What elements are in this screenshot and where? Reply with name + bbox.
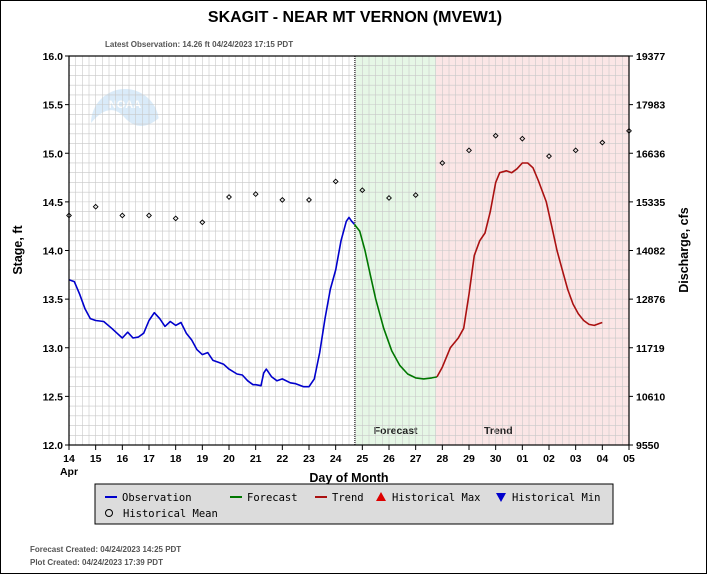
x-axis-label: Day of Month: [309, 471, 388, 485]
historical-mean-point: [572, 147, 579, 154]
y-tick-label: 15.0: [43, 148, 64, 160]
x-tick-label: 19: [196, 453, 208, 465]
x-tick-label: 18: [170, 453, 182, 465]
y-right-tick-label: 11719: [636, 343, 665, 355]
y-tick-label: 12.5: [43, 391, 64, 403]
historical-mean-point: [546, 153, 552, 160]
y-tick-label: 13.0: [43, 343, 64, 355]
y-tick-label: 14.5: [43, 197, 64, 209]
latest-observation-text: Latest Observation: 14.26 ft 04/24/2023 …: [105, 40, 293, 49]
y-right-tick-label: 19377: [636, 51, 665, 63]
legend-swatch-historical-mean: [105, 509, 113, 517]
noaa-logo-text: NOAA: [109, 99, 141, 111]
y-right-tick-label: 9550: [636, 440, 660, 452]
historical-mean-point: [519, 135, 526, 142]
historical-mean-point: [252, 191, 259, 198]
series-trend-line: [436, 162, 603, 378]
y-tick-label: 15.5: [43, 100, 64, 112]
historical-mean-point: [226, 194, 232, 200]
y-tick-label: 13.5: [43, 294, 64, 306]
legend-label-historical-mean: Historical Mean: [123, 508, 218, 520]
legend-label-historical-min: Historical Min: [512, 492, 601, 504]
legend-label-trend: Trend: [332, 492, 364, 504]
x-tick-label: 14: [63, 453, 75, 465]
x-tick-label: 26: [383, 453, 395, 465]
y-tick-label: 16.0: [43, 51, 64, 63]
noaa-logo-circle: [91, 89, 159, 157]
x-tick-label: 21: [250, 453, 262, 465]
x-tick-label: 03: [570, 453, 582, 465]
historical-mean-point: [199, 219, 206, 226]
x-tick-label: 27: [410, 453, 422, 465]
historical-mean-point: [412, 192, 419, 199]
y-axis-right-label: Discharge, cfs: [677, 207, 691, 293]
historical-mean-point: [492, 132, 499, 139]
y-right-tick-label: 17983: [636, 100, 665, 112]
chart-title: SKAGIT - NEAR MT VERNON (MVEW1): [208, 9, 502, 26]
historical-mean-point: [599, 139, 606, 146]
y-right-tick-label: 16636: [636, 148, 665, 160]
legend-label-observation: Observation: [122, 492, 192, 504]
x-tick-label: 01: [516, 453, 528, 465]
x-tick-label: 17: [143, 453, 155, 465]
series-forecast-line: [353, 223, 438, 380]
legend-swatch-historical-min: [496, 493, 506, 502]
y-right-tick-label: 10610: [636, 391, 665, 403]
legend-label-forecast: Forecast: [247, 492, 298, 504]
x-tick-label: 02: [543, 453, 555, 465]
x-tick-label: 30: [490, 453, 502, 465]
series-observation-line: [68, 216, 355, 388]
band-label-trend: Trend: [484, 425, 513, 437]
historical-mean-point: [92, 203, 99, 210]
x-tick-label: 04: [596, 453, 608, 465]
historical-mean-point: [119, 212, 126, 219]
x-tick-label: 23: [303, 453, 315, 465]
x-tick-label: 29: [463, 453, 475, 465]
historical-mean-point: [386, 195, 392, 201]
y-tick-label: 14.0: [43, 246, 64, 258]
legend: Observation Forecast Trend Historical Max Hi…: [94, 483, 614, 525]
y-right-tick-label: 12876: [636, 294, 665, 306]
x-tick-label: 24: [330, 453, 342, 465]
legend-box: [94, 483, 614, 525]
y-axis-label: Stage, ft: [11, 225, 25, 275]
x-tick-label: 20: [223, 453, 235, 465]
x-tick-label: 22: [276, 453, 288, 465]
y-right-tick-label: 15335: [636, 197, 665, 209]
historical-mean-point: [306, 196, 312, 203]
x-month-label: Apr: [60, 466, 78, 478]
historical-mean-point: [439, 160, 446, 166]
x-tick-label: 28: [436, 453, 448, 465]
legend-swatch-historical-max: [376, 492, 386, 501]
x-tick-label: 05: [623, 453, 635, 465]
y-tick-label: 12.0: [43, 440, 64, 452]
forecast-created-text: Forecast Created: 04/24/2023 14:25 PDT: [30, 545, 181, 554]
historical-mean-point: [359, 187, 366, 194]
x-tick-label: 15: [90, 453, 102, 465]
historical-mean-point: [146, 212, 152, 219]
historical-mean-point: [172, 215, 179, 222]
historical-mean-point: [279, 196, 286, 203]
historical-mean-point: [466, 147, 472, 154]
x-tick-label: 16: [116, 453, 128, 465]
y-right-tick-label: 14082: [636, 246, 665, 258]
plot-created-text: Plot Created: 04/24/2023 17:39 PDT: [30, 558, 163, 567]
historical-mean-point: [332, 178, 339, 185]
legend-label-historical-max: Historical Max: [392, 492, 481, 504]
x-tick-label: 25: [356, 453, 368, 465]
